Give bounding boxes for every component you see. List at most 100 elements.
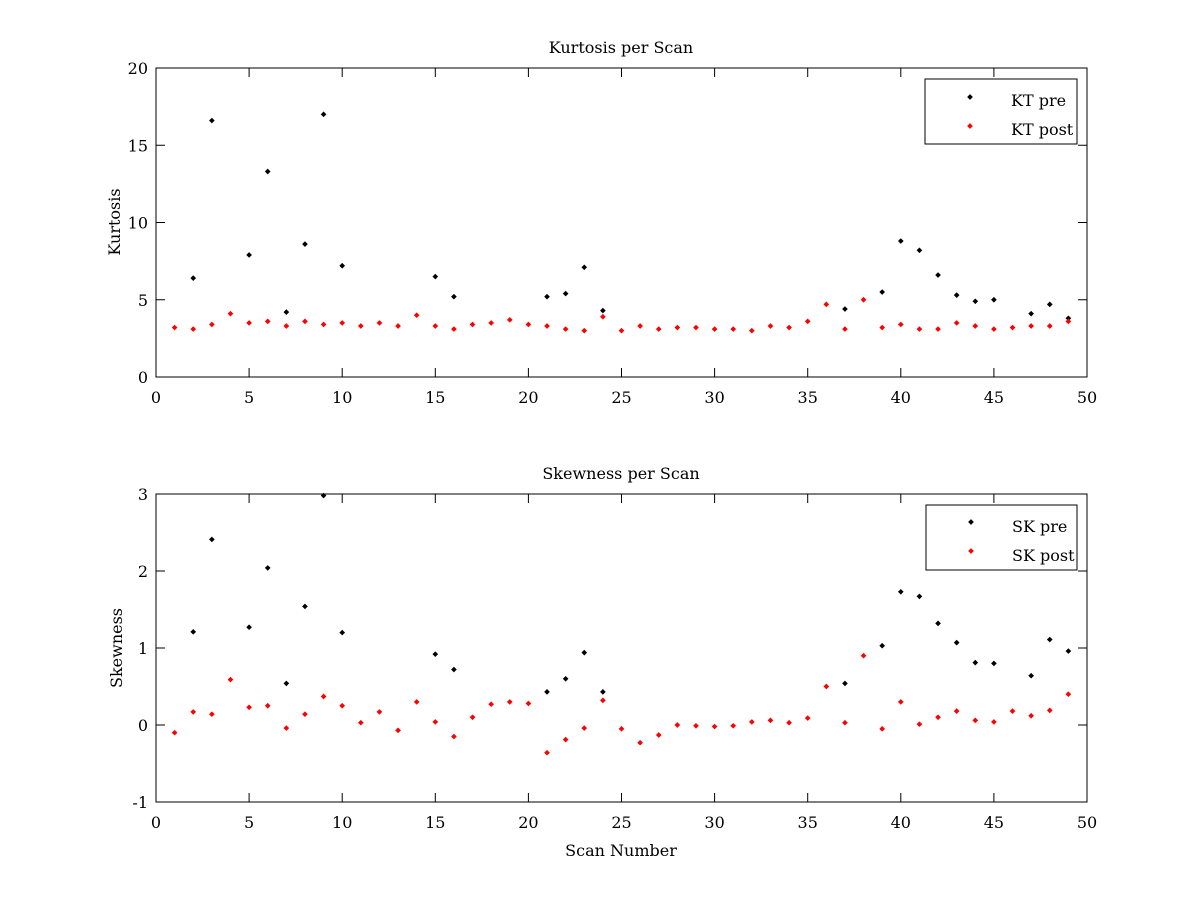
kurtosis-point-pre bbox=[600, 307, 606, 314]
kurtosis-point-pre bbox=[935, 272, 941, 278]
kurtosis-x-tick-label: 40 bbox=[891, 388, 911, 407]
skewness-point-pre bbox=[972, 659, 979, 666]
kurtosis-point-post bbox=[413, 312, 420, 319]
skewness-data-points bbox=[171, 492, 1072, 756]
kurtosis-point-post bbox=[767, 323, 774, 329]
kurtosis-x-tick-label: 45 bbox=[984, 388, 1004, 407]
skewness-point-post bbox=[730, 722, 737, 729]
kurtosis-point-post bbox=[823, 301, 830, 308]
kurtosis-point-pre bbox=[562, 290, 569, 297]
kurtosis-legend: KT pre KT post bbox=[924, 78, 1078, 145]
kurtosis-x-tick-label: 25 bbox=[611, 388, 631, 407]
kurtosis-point-pre bbox=[264, 168, 271, 175]
skewness-point-post bbox=[897, 699, 904, 705]
skewness-point-post bbox=[432, 719, 439, 725]
skewness-point-pre bbox=[581, 649, 588, 656]
kurtosis-point-pre bbox=[916, 247, 923, 254]
kurtosis-point-post bbox=[171, 324, 178, 331]
skewness-point-pre bbox=[246, 624, 252, 631]
skewness-x-tick-label: 10 bbox=[332, 813, 352, 832]
skewness-point-pre bbox=[432, 651, 439, 657]
kurtosis-point-post bbox=[190, 326, 197, 332]
kurtosis-point-post bbox=[562, 326, 569, 332]
skewness-point-post bbox=[655, 732, 662, 738]
kurtosis-point-post bbox=[227, 310, 234, 317]
kurtosis-point-post bbox=[935, 326, 941, 332]
skewness-x-tick-label: 25 bbox=[611, 813, 631, 832]
kurtosis-point-post bbox=[357, 323, 364, 329]
kurtosis-point-post bbox=[730, 326, 737, 332]
skewness-x-tick-label: 5 bbox=[244, 813, 254, 832]
skewness-point-post bbox=[1028, 712, 1034, 719]
kurtosis-point-post bbox=[209, 321, 215, 328]
kurtosis-point-post bbox=[860, 296, 867, 303]
skewness-point-post bbox=[190, 709, 197, 715]
skewness-point-post bbox=[1046, 707, 1053, 714]
kurtosis-chart-title: Kurtosis per Scan bbox=[549, 38, 693, 57]
skewness-x-tick-label: 0 bbox=[151, 813, 161, 832]
kurtosis-x-tick-label: 15 bbox=[425, 388, 445, 407]
skewness-point-post bbox=[264, 702, 271, 709]
skewness-point-post bbox=[357, 719, 364, 726]
kurtosis-y-axis-label: Kurtosis bbox=[105, 188, 124, 255]
skewness-point-post bbox=[972, 717, 979, 724]
kurtosis-point-pre bbox=[972, 298, 979, 305]
skewness-point-post bbox=[991, 719, 997, 725]
kurtosis-point-pre bbox=[209, 117, 215, 124]
kurtosis-point-pre bbox=[581, 264, 588, 271]
legend-label-sk-pre: SK pre bbox=[1012, 517, 1067, 536]
skewness-point-pre bbox=[1046, 636, 1053, 643]
skewness-point-post bbox=[413, 699, 420, 705]
skewness-point-post bbox=[879, 726, 886, 732]
skewness-point-post bbox=[171, 729, 178, 736]
skewness-point-pre bbox=[600, 689, 606, 695]
kurtosis-point-post bbox=[674, 324, 681, 331]
skewness-point-pre bbox=[1028, 672, 1034, 679]
legend-marker-kt-pre bbox=[967, 94, 973, 100]
legend-marker-kt-post bbox=[967, 123, 973, 129]
kurtosis-point-pre bbox=[1028, 310, 1034, 317]
skewness-point-post bbox=[804, 715, 811, 721]
kurtosis-point-post bbox=[451, 326, 457, 332]
kurtosis-point-post bbox=[320, 321, 327, 328]
kurtosis-x-tick-label: 20 bbox=[518, 388, 538, 407]
skewness-point-post bbox=[451, 733, 457, 740]
skewness-point-post bbox=[469, 714, 476, 721]
skewness-point-post bbox=[376, 709, 383, 715]
skewness-point-pre bbox=[544, 689, 550, 695]
kurtosis-point-post bbox=[339, 320, 346, 326]
kurtosis-point-post bbox=[1009, 324, 1016, 331]
skewness-point-post bbox=[1009, 708, 1016, 714]
skewness-point-pre bbox=[320, 492, 327, 499]
skewness-x-tick-label: 35 bbox=[798, 813, 818, 832]
kurtosis-point-post bbox=[581, 327, 588, 334]
legend-label-kt-pre: KT pre bbox=[1011, 91, 1066, 110]
skewness-x-axis-label: Scan Number bbox=[565, 841, 677, 860]
kurtosis-point-pre bbox=[246, 252, 252, 258]
kurtosis-point-post bbox=[842, 326, 848, 332]
skewness-point-pre bbox=[842, 680, 848, 687]
kurtosis-x-tick-label: 10 bbox=[332, 388, 352, 407]
kurtosis-y-tick-label: 5 bbox=[138, 291, 148, 310]
kurtosis-x-tick-label: 0 bbox=[151, 388, 161, 407]
kurtosis-x-tick-label: 35 bbox=[798, 388, 818, 407]
kurtosis-point-post bbox=[302, 318, 308, 325]
skewness-point-pre bbox=[302, 603, 308, 610]
kurtosis-point-post bbox=[469, 321, 476, 328]
skewness-point-post bbox=[711, 723, 718, 730]
skewness-point-pre bbox=[879, 642, 886, 649]
kurtosis-point-post bbox=[786, 324, 792, 331]
kurtosis-point-post bbox=[637, 323, 643, 329]
skewness-panel: Skewness per Scan Skewness Scan Number 0… bbox=[107, 464, 1097, 860]
kurtosis-point-post bbox=[1028, 323, 1034, 329]
skewness-x-tick-label: 20 bbox=[518, 813, 538, 832]
skewness-point-pre bbox=[953, 639, 960, 646]
legend-label-kt-post: KT post bbox=[1011, 120, 1074, 139]
kurtosis-point-pre bbox=[879, 289, 886, 295]
kurtosis-point-pre bbox=[190, 275, 197, 281]
skewness-point-post bbox=[209, 711, 215, 718]
kurtosis-point-pre bbox=[1065, 315, 1072, 322]
legend-marker-sk-post bbox=[968, 548, 974, 554]
legend-label-sk-post: SK post bbox=[1012, 546, 1075, 565]
